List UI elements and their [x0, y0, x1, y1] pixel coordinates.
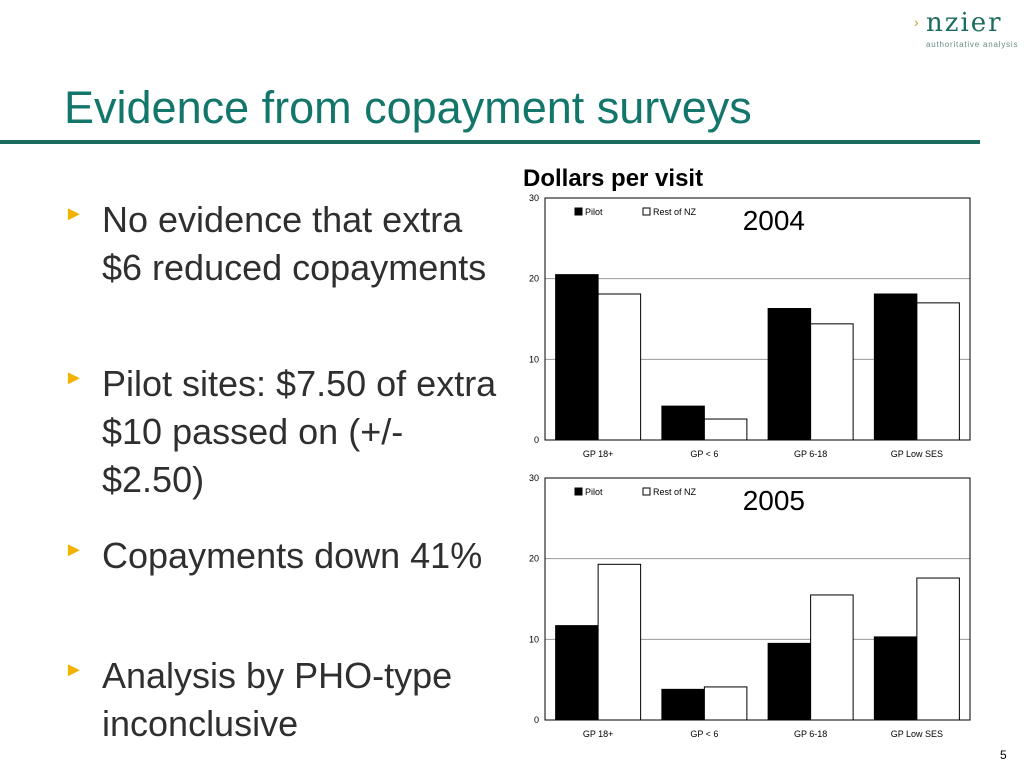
nzier-logo: › nzier authoritative analysis	[914, 8, 1018, 52]
x-tick-label: GP < 6	[690, 449, 718, 459]
bar-chart-2004: 0 10 20 30 GP 18+ GP < 6 GP 6-18 GP Low SES Pilo…	[510, 190, 980, 470]
bullet-arrow-icon: ►	[64, 367, 84, 389]
logo-mark-icon: ›	[914, 14, 919, 30]
bar-chart-2005: 0 10 20 30 GP 18+ GP < 6 GP 6-18 GP Low SES Pilo…	[510, 470, 980, 750]
bar-pilot	[555, 625, 599, 721]
page-number: 5	[1000, 748, 1007, 762]
legend-swatch	[642, 487, 651, 496]
legend-label: Rest of NZ	[653, 487, 697, 497]
x-tick-label: GP Low SES	[891, 449, 943, 459]
y-tick-label: 10	[529, 634, 539, 644]
x-tick-label: GP 6-18	[794, 449, 827, 459]
logo-tagline: authoritative analysis	[926, 40, 1019, 49]
y-tick-label: 30	[529, 193, 539, 203]
bar-rest-of-nz	[597, 563, 642, 721]
logo-wordmark: nzier	[926, 8, 1003, 38]
bar-rest-of-nz	[810, 594, 854, 721]
bar-pilot	[661, 405, 705, 441]
bar-rest-of-nz	[703, 418, 748, 441]
bar-pilot	[767, 642, 812, 721]
chart-heading: Dollars per visit	[523, 165, 704, 192]
bullet-arrow-icon: ►	[64, 203, 84, 225]
plot-area	[544, 477, 971, 721]
bar-rest-of-nz	[916, 302, 960, 441]
bullet-text: Pilot sites: $7.50 of extra $10 passed o…	[102, 363, 497, 500]
title-divider	[0, 140, 980, 144]
bullet-text: Copayments down 41%	[102, 535, 483, 576]
bar-chart-2004-svg: 0 10 20 30 GP 18+ GP < 6 GP 6-18 GP Low SES Pilo…	[529, 193, 971, 459]
plot-area	[544, 197, 971, 441]
bar-pilot	[661, 688, 705, 721]
bullet-arrow-icon: ►	[64, 539, 84, 561]
bar-pilot	[767, 308, 812, 441]
x-tick-label: GP 18+	[583, 729, 614, 739]
legend-label: Pilot	[585, 207, 603, 217]
legend-label: Rest of NZ	[653, 207, 697, 217]
bullet-arrow-icon: ►	[64, 659, 84, 681]
chart-year-title: 2005	[743, 485, 805, 516]
bar-pilot	[873, 293, 918, 441]
bar-chart-2005-svg: 0 10 20 30 GP 18+ GP < 6 GP 6-18 GP Low SES Pilo…	[529, 473, 971, 739]
bullet-text: Analysis by PHO-type inconclusive	[102, 655, 453, 744]
bullet-text: No evidence that extra $6 reduced copaym…	[102, 199, 487, 288]
y-tick-label: 0	[534, 715, 539, 725]
bar-rest-of-nz	[703, 686, 748, 721]
y-tick-label: 20	[529, 274, 539, 284]
y-tick-label: 10	[529, 354, 539, 364]
x-tick-label: GP < 6	[690, 729, 718, 739]
bar-rest-of-nz	[916, 577, 960, 721]
x-tick-label: GP Low SES	[891, 729, 943, 739]
y-tick-label: 20	[529, 554, 539, 564]
chart-year-title: 2004	[743, 205, 805, 236]
slide-title: Evidence from copayment surveys	[64, 82, 752, 133]
bar-pilot	[873, 636, 918, 721]
y-tick-label: 0	[534, 435, 539, 445]
legend-swatch	[574, 487, 583, 496]
legend-swatch	[642, 207, 651, 216]
bar-rest-of-nz	[597, 293, 642, 441]
x-tick-label: GP 18+	[583, 449, 614, 459]
bar-pilot	[555, 274, 599, 441]
bar-rest-of-nz	[810, 323, 854, 441]
x-tick-label: GP 6-18	[794, 729, 827, 739]
y-tick-label: 30	[529, 473, 539, 483]
legend-swatch	[574, 207, 583, 216]
legend-label: Pilot	[585, 487, 603, 497]
